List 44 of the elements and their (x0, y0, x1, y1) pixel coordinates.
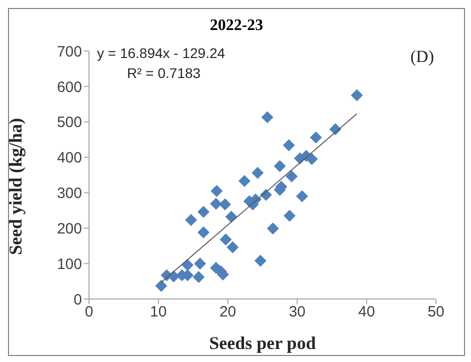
x-tick-label: 40 (358, 304, 375, 321)
point (252, 166, 264, 179)
point (286, 170, 298, 182)
point (261, 111, 274, 124)
point (220, 233, 232, 246)
point (350, 89, 363, 102)
x-tick-label: 30 (288, 304, 306, 321)
chart-title: 2022-23 (208, 17, 264, 35)
x-tick-label: 50 (428, 304, 444, 321)
point (155, 280, 168, 292)
point (198, 206, 210, 218)
x-axis-title: Seeds per pod (209, 333, 316, 353)
y-tick-label: 400 (56, 150, 82, 167)
point (210, 198, 222, 210)
annotation: (D) (410, 47, 434, 67)
y-tick-label: 500 (56, 114, 82, 132)
point (192, 271, 205, 284)
x-tick-label: 20 (219, 304, 236, 321)
point (266, 222, 279, 234)
y-tick-label: 0 (74, 291, 82, 308)
point (296, 190, 308, 202)
point (219, 198, 232, 210)
annotation: y = 16.894x - 129.24 (97, 45, 226, 61)
y-axis-title: Seed yield (kg/ha) (5, 118, 26, 255)
point (284, 210, 296, 222)
x-tick-label: 0 (84, 304, 94, 321)
y-tick-label: 200 (56, 220, 82, 238)
point (226, 241, 239, 254)
y-tick-label: 100 (56, 256, 82, 273)
point (198, 226, 210, 238)
point (254, 254, 266, 267)
point (210, 184, 223, 197)
point (238, 175, 250, 188)
point (282, 139, 295, 152)
point (194, 258, 206, 270)
y-tick-label: 600 (56, 78, 82, 96)
y-tick-label: 300 (56, 185, 82, 202)
point (306, 153, 318, 166)
point (310, 131, 322, 144)
y-tick-label: 700 (56, 43, 82, 60)
annotation: R² = 0.7183 (127, 65, 201, 81)
point (274, 160, 286, 172)
point (185, 214, 198, 226)
x-tick-label: 10 (150, 304, 167, 321)
